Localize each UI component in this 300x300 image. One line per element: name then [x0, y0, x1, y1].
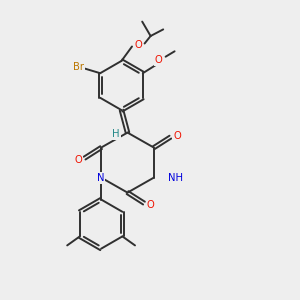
Text: O: O: [74, 154, 82, 165]
Text: O: O: [147, 200, 154, 210]
Text: O: O: [173, 130, 181, 141]
Text: O: O: [135, 40, 142, 50]
Text: H: H: [112, 129, 120, 139]
Text: O: O: [155, 55, 163, 65]
Text: NH: NH: [168, 172, 183, 183]
Text: N: N: [97, 173, 104, 183]
Text: Br: Br: [74, 62, 85, 72]
